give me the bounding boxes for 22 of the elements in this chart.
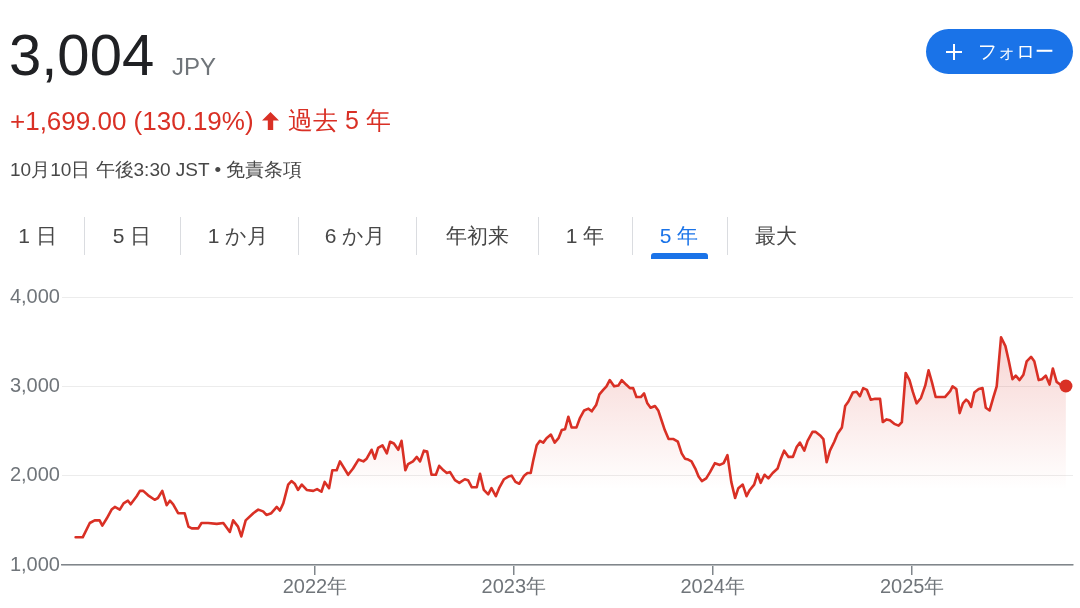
text: 1 年 <box>565 224 605 247</box>
x-tick-label: 2022年 <box>282 574 348 597</box>
text: +1,699.00 (130.19%) <box>10 106 254 136</box>
text: 年初来 <box>445 224 509 247</box>
y-tick-label: 2,000 <box>9 463 60 486</box>
x-tick-label: 2024年 <box>680 574 745 597</box>
text: 5 日 <box>112 224 152 247</box>
text: 1 日 <box>18 224 57 247</box>
text: 1 か月 <box>207 224 269 247</box>
x-tick-label: 2025年 <box>879 574 945 597</box>
y-tick-label: 3,000 <box>9 373 60 396</box>
y-tick-label: 4,000 <box>9 284 60 307</box>
text: 10月10日 午後3:30 JST • 免責条項 <box>10 159 303 180</box>
text: フォロー <box>978 41 1054 62</box>
y-tick-label: 1,000 <box>9 552 60 575</box>
text: 6 か月 <box>324 224 386 247</box>
text: 過去 5 年 <box>288 106 391 134</box>
text: JPY <box>172 53 217 80</box>
text: 最大 <box>755 224 797 247</box>
chart-title: 3,004 <box>9 22 155 87</box>
x-tick-label: 2023年 <box>481 574 547 597</box>
text: 5 年 <box>659 224 699 247</box>
